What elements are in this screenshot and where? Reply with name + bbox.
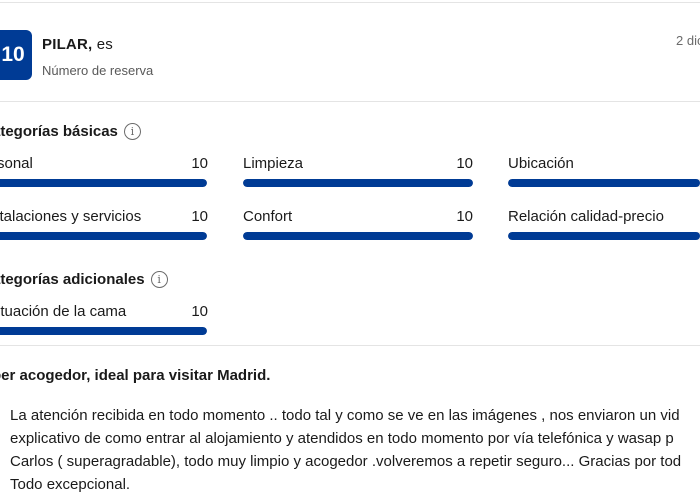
category-bar-confort bbox=[243, 232, 473, 240]
reviewer-language: es bbox=[96, 36, 113, 53]
basic-categories-title-text: ategorías básicas bbox=[0, 123, 118, 140]
category-bar-limpieza bbox=[243, 179, 473, 187]
category-bar-fill bbox=[0, 327, 207, 335]
reviewer-name: PILAR, es bbox=[42, 36, 113, 53]
category-bar-ubicacion bbox=[508, 179, 700, 187]
info-icon[interactable]: i bbox=[123, 123, 141, 140]
category-bar-fill bbox=[508, 232, 700, 240]
category-bar-relacion-calidad-precio bbox=[508, 232, 700, 240]
category-bar-fill bbox=[243, 179, 473, 187]
reviewer-name-text: PILAR, bbox=[42, 36, 93, 53]
category-bar-fill bbox=[0, 232, 207, 240]
booking-number-label: Número de reserva bbox=[42, 63, 154, 78]
top-border bbox=[0, 2, 700, 3]
category-bar-fill bbox=[243, 232, 473, 240]
info-icon[interactable]: i bbox=[150, 271, 168, 288]
review-line: La atención recibida en todo momento .. … bbox=[10, 407, 680, 424]
category-label-cama: ntuación de la cama bbox=[0, 303, 127, 320]
category-label-instalaciones: stalaciones y servicios bbox=[0, 208, 142, 225]
categories-divider bbox=[0, 345, 700, 346]
additional-categories-title-text: ategorías adicionales bbox=[0, 271, 145, 288]
category-score-confort: 10 bbox=[456, 208, 473, 225]
category-bar-cama bbox=[0, 327, 207, 335]
category-label-relacion-calidad-precio: Relación calidad-precio bbox=[508, 208, 664, 225]
header-divider bbox=[0, 101, 700, 102]
category-label-personal: rsonal bbox=[0, 155, 33, 172]
review-date: 2 dic bbox=[676, 33, 700, 48]
score-badge: 10 bbox=[0, 30, 32, 80]
category-bar-instalaciones bbox=[0, 232, 207, 240]
category-score-limpieza: 10 bbox=[456, 155, 473, 172]
category-bar-fill bbox=[508, 179, 700, 187]
category-label-confort: Confort bbox=[243, 208, 293, 225]
category-score-personal: 10 bbox=[191, 155, 208, 172]
additional-categories-title: ategorías adicionales i bbox=[0, 271, 168, 288]
review-line: explicativo de como entrar al alojamient… bbox=[10, 430, 674, 447]
basic-categories-title: ategorías básicas i bbox=[0, 123, 141, 140]
category-label-limpieza: Limpieza bbox=[243, 155, 304, 172]
category-bar-personal bbox=[0, 179, 207, 187]
category-score-cama: 10 bbox=[191, 303, 208, 320]
review-line: Todo excepcional. bbox=[10, 476, 131, 493]
review-body: La atención recibida en todo momento .. … bbox=[10, 404, 700, 496]
category-label-ubicacion: Ubicación bbox=[508, 155, 574, 172]
review-title: per acogedor, ideal para visitar Madrid. bbox=[0, 367, 271, 384]
category-score-instalaciones: 10 bbox=[191, 208, 208, 225]
review-line: Carlos ( superagradable), todo muy limpi… bbox=[10, 453, 682, 470]
category-bar-fill bbox=[0, 179, 207, 187]
